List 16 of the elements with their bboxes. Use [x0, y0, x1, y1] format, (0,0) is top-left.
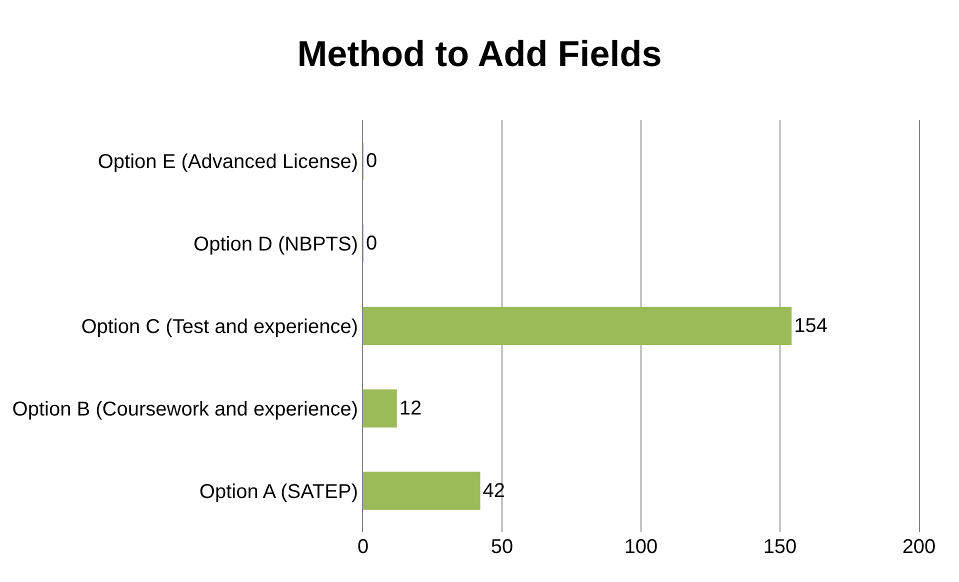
data-label: 0 [366, 232, 378, 255]
x-tick-label: 100 [624, 536, 658, 558]
x-tick-label: 150 [763, 536, 797, 558]
data-label: 154 [794, 315, 828, 337]
y-tick-label: Option A (SATEP) [199, 480, 358, 503]
x-tick-label: 50 [490, 536, 514, 558]
data-label: 12 [399, 397, 422, 420]
x-tick-label: 0 [357, 536, 369, 558]
chart-title: Method to Add Fields [297, 32, 662, 74]
y-tick-label: Option C (Test and experience) [81, 316, 358, 338]
y-tick-label: Option B (Coursework and experience) [12, 398, 358, 420]
data-label: 42 [482, 480, 506, 502]
x-tick-label: 200 [902, 536, 936, 558]
y-tick-label: Option E (Advanced License) [98, 151, 358, 174]
data-label: 0 [366, 150, 378, 172]
y-tick-label: Option D (NBPTS) [194, 234, 358, 256]
